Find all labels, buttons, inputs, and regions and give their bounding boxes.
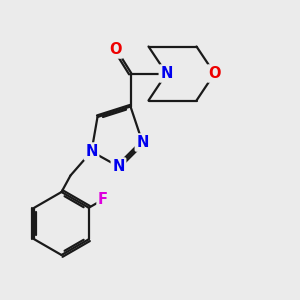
Text: F: F (98, 192, 108, 207)
Text: O: O (109, 42, 122, 57)
Text: N: N (136, 135, 149, 150)
Text: N: N (112, 159, 125, 174)
Text: O: O (208, 66, 221, 81)
Text: N: N (85, 144, 98, 159)
Text: N: N (160, 66, 173, 81)
